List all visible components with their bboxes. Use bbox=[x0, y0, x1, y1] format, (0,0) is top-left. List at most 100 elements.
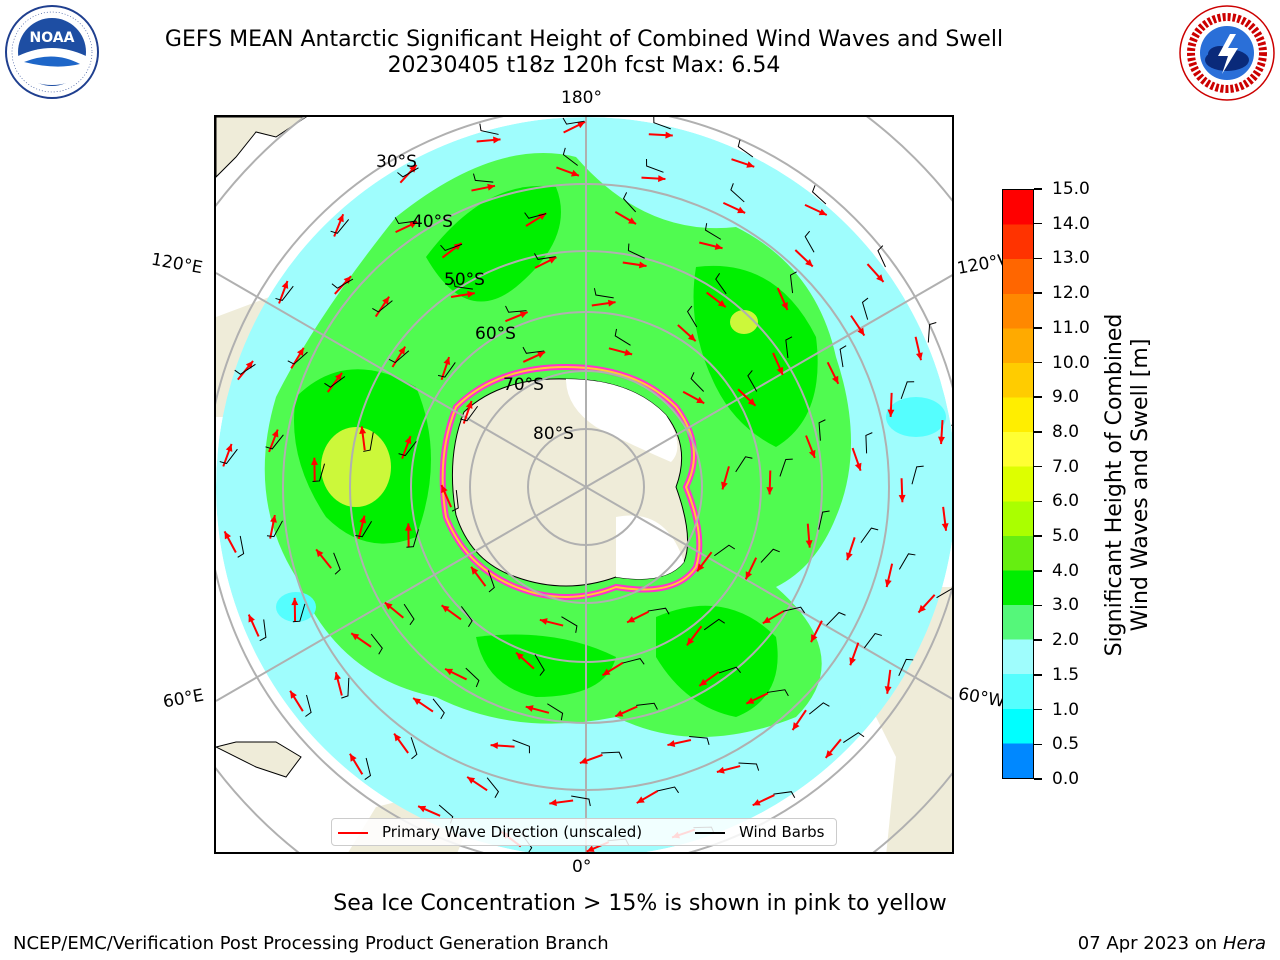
wind-barb bbox=[863, 632, 882, 649]
wave-arrow-head bbox=[849, 657, 856, 666]
wind-barb bbox=[686, 305, 698, 328]
wind-barb bbox=[259, 619, 267, 642]
wave-arrow-head bbox=[884, 579, 892, 588]
wind-barb bbox=[779, 458, 793, 477]
wave-arrow-head bbox=[493, 136, 501, 144]
map-legend: Primary Wave Direction (unscaled) Wind B… bbox=[331, 818, 837, 846]
wind-barb bbox=[653, 117, 671, 130]
wave-arrow-head bbox=[398, 346, 406, 355]
wind-barb bbox=[601, 751, 623, 759]
colorbar-tick bbox=[1034, 743, 1042, 746]
wave-arrow-head bbox=[537, 351, 546, 359]
forecast-subtitle: 20230405 t18z 120h fcst Max: 6.54 bbox=[387, 53, 781, 78]
wave-arrow-head bbox=[334, 372, 343, 381]
wind-barb bbox=[460, 606, 473, 627]
colorbar-tick bbox=[1034, 431, 1042, 433]
wave-arrow-head bbox=[808, 449, 816, 458]
wave-arrow-head bbox=[441, 485, 448, 494]
wind-barb bbox=[704, 223, 722, 240]
wave-arrow-head bbox=[918, 604, 926, 613]
lat-label-30s: 30°S bbox=[376, 152, 417, 172]
lon-label-60w: 60°W bbox=[956, 684, 1007, 712]
wind-barb bbox=[808, 702, 830, 715]
colorbar-tick bbox=[1034, 188, 1042, 190]
wave-arrow-head bbox=[471, 566, 479, 575]
wave-arrow-head bbox=[887, 409, 895, 417]
colorbar-tick-label: 0.5 bbox=[1052, 734, 1080, 755]
wave-arrow-head bbox=[310, 457, 318, 465]
colorbar-tick-label: 10.0 bbox=[1052, 352, 1090, 373]
colorbar-title-line1: Significant Height of Combined bbox=[1102, 313, 1127, 657]
wave-arrow-head bbox=[781, 301, 788, 310]
wind-barb bbox=[370, 633, 383, 655]
wave-arrow-head bbox=[225, 443, 233, 452]
footer-credit: NCEP/EMC/Verification Post Processing Pr… bbox=[13, 933, 609, 954]
wave-arrow-head bbox=[443, 357, 451, 365]
wind-barb bbox=[773, 791, 796, 799]
wave-arrow-head bbox=[441, 605, 450, 613]
wave-arrow-head bbox=[714, 243, 723, 250]
wind-barb bbox=[364, 757, 372, 780]
wind-barb bbox=[237, 535, 245, 558]
wave-arrow-head bbox=[766, 487, 774, 495]
wave-arrow-head bbox=[717, 299, 726, 308]
wind-barb bbox=[738, 762, 760, 771]
wave-arrow-head bbox=[296, 347, 304, 356]
colorbar-tick bbox=[1034, 604, 1042, 607]
wind-barb bbox=[403, 603, 415, 626]
wave-arrow-head bbox=[825, 750, 833, 758]
lon-label-120e: 120°E bbox=[149, 249, 205, 279]
wave-arrow-head bbox=[898, 494, 906, 503]
noaa-logo-text: NOAA bbox=[30, 30, 75, 46]
wind-barb bbox=[622, 192, 637, 213]
wind-barb bbox=[735, 456, 753, 473]
lat-label-40s: 40°S bbox=[412, 212, 453, 232]
wind-barb bbox=[718, 666, 742, 674]
wind-barbs-label: Wind Barbs bbox=[739, 823, 825, 841]
wave-arrow-head bbox=[525, 705, 534, 712]
wind-barb bbox=[505, 305, 527, 313]
colorbar-tick-label: 8.0 bbox=[1052, 421, 1080, 442]
colorbar-tick-label: 14.0 bbox=[1052, 213, 1090, 234]
wave-arrow-head bbox=[281, 280, 289, 289]
colorbar-tick bbox=[1034, 500, 1042, 503]
wind-barb bbox=[622, 658, 645, 665]
wind-barb bbox=[826, 611, 846, 626]
colorbar-tick-label: 2.0 bbox=[1052, 630, 1080, 651]
wave-arrow-head bbox=[586, 845, 595, 852]
wind-barb bbox=[460, 405, 479, 422]
wave-arrow-head bbox=[570, 169, 579, 177]
wind-barb bbox=[330, 219, 350, 234]
wind-barb bbox=[767, 689, 789, 697]
wave-arrow-head bbox=[792, 722, 800, 731]
colorbar-tick bbox=[1034, 639, 1042, 641]
wave-arrow-head bbox=[337, 214, 344, 223]
wind-barb bbox=[562, 147, 578, 166]
wind-barbs-swatch bbox=[695, 832, 725, 834]
wind-barb bbox=[388, 350, 410, 364]
wind-barb bbox=[363, 432, 374, 452]
wind-barb bbox=[911, 465, 924, 485]
colorbar-tick bbox=[1034, 570, 1042, 572]
wave-arrow-head bbox=[270, 515, 277, 523]
wind-barb bbox=[843, 732, 865, 744]
wave-arrow-head bbox=[343, 276, 352, 284]
wave-arrow-head bbox=[831, 375, 839, 384]
wave-arrow-head bbox=[271, 429, 279, 438]
wind-barb bbox=[561, 616, 578, 633]
wave-arrow-head bbox=[884, 686, 892, 694]
wave-arrow-head bbox=[721, 481, 728, 490]
wind-barb bbox=[737, 139, 754, 158]
wind-barb bbox=[927, 322, 937, 343]
colorbar-tick-label: 5.0 bbox=[1052, 526, 1080, 547]
wind-barb bbox=[783, 606, 806, 614]
wave-arrow-head bbox=[577, 121, 586, 129]
wave-arrow-head bbox=[762, 616, 771, 624]
wave-arrow-head bbox=[638, 261, 647, 269]
wind-barb bbox=[472, 173, 494, 183]
wave-arrow-head bbox=[857, 327, 865, 336]
wave-arrow-head bbox=[624, 349, 633, 356]
wind-barb bbox=[266, 520, 283, 538]
wave-arrow-head bbox=[607, 299, 616, 307]
wind-barb bbox=[593, 288, 614, 299]
